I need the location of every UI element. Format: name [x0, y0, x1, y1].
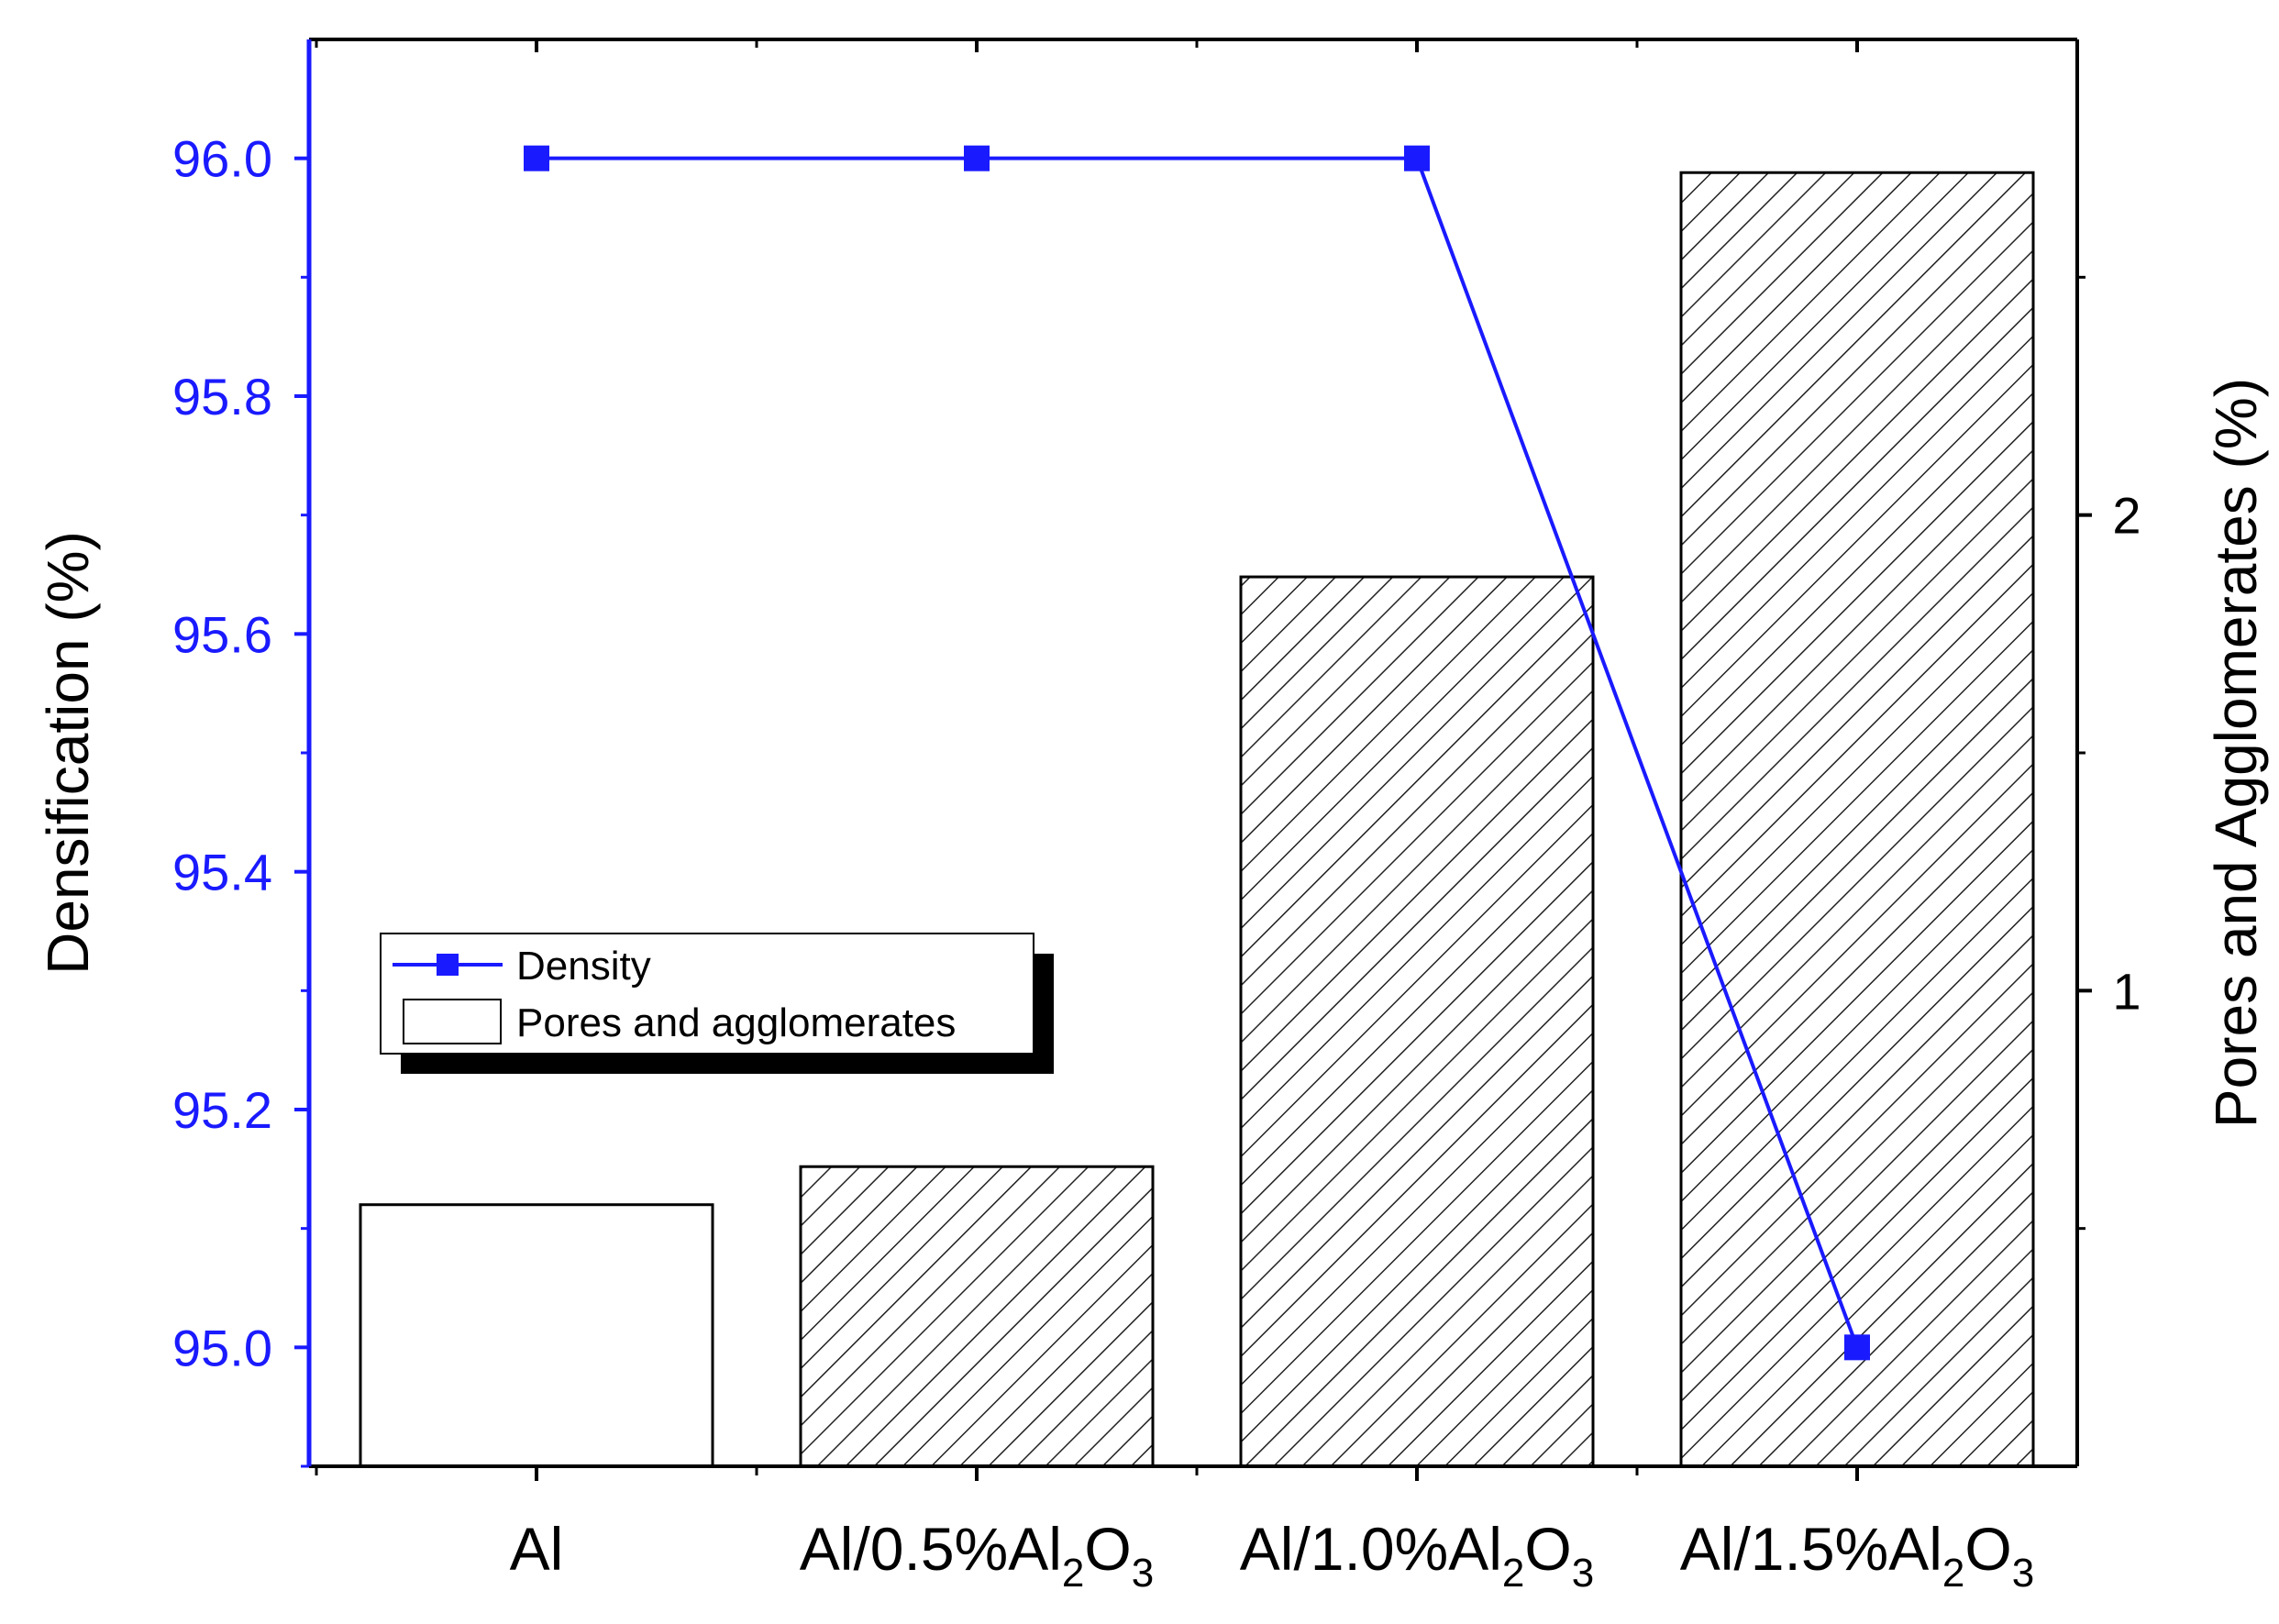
- y-left-tick-label-0: 95.0: [172, 1319, 272, 1376]
- legend-pores-swatch: [403, 999, 502, 1044]
- bar-pores-2: [1239, 575, 1595, 1468]
- y-right-tick-label-1: 2: [2112, 487, 2141, 545]
- bar-series: [359, 171, 2035, 1468]
- x-tick-label-2: Al/1.0%Al2O3: [1240, 1515, 1594, 1596]
- legend-pores-label: Pores and agglomerates: [516, 1000, 956, 1045]
- legend-density-label: Density: [516, 944, 651, 989]
- y-left-tick-label-4: 95.8: [172, 368, 272, 425]
- density-marker-2: [1404, 145, 1430, 171]
- y-axis-title-left: Densification (%): [35, 531, 101, 975]
- axis-ticks: 95.0 95.2 95.4 95.6 95.8 96.0 1 2 Al Al/0.5%Al2O3…: [172, 39, 2141, 1596]
- density-marker-3: [1844, 1334, 1870, 1361]
- x-tick-label-3: Al/1.5%Al2O3: [1680, 1515, 2034, 1596]
- y-right-tick-label-0: 1: [2112, 962, 2141, 1020]
- x-tick-label-0: Al: [510, 1515, 564, 1583]
- y-left-tick-label-2: 95.4: [172, 844, 272, 901]
- density-marker-1: [964, 145, 990, 171]
- y-axis-title-right: Pores and Agglomerates (%): [2203, 378, 2269, 1128]
- legend-density-marker: [437, 954, 459, 976]
- y-left-tick-label-3: 95.6: [172, 605, 272, 663]
- bar-pores-3: [1679, 171, 2035, 1468]
- bar-pores-0: [359, 1203, 714, 1468]
- legend: Density Pores and agglomerates: [380, 933, 1054, 1074]
- bar-pores-1: [799, 1165, 1155, 1468]
- density-line: [537, 156, 1859, 1349]
- y-left-tick-label-1: 95.2: [172, 1081, 272, 1139]
- y-left-tick-label-5: 96.0: [172, 130, 272, 188]
- x-tick-label-1: Al/0.5%Al2O3: [800, 1515, 1154, 1596]
- density-marker-0: [524, 145, 549, 171]
- density-series: [524, 145, 1870, 1361]
